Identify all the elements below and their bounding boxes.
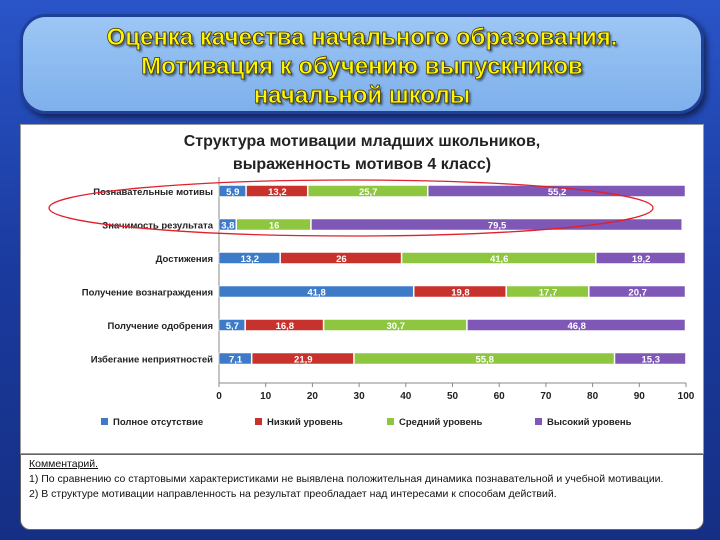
bar-segment bbox=[354, 352, 615, 365]
slide-title-box: Оценка качества начального образования. … bbox=[20, 14, 704, 114]
x-tick-label: 10 bbox=[260, 391, 272, 402]
legend-label: Высокий уровень bbox=[547, 417, 632, 428]
category-label: Достижения bbox=[156, 254, 213, 265]
bar-segment bbox=[413, 285, 506, 298]
comment-item-1: 1) По сравнению со стартовыми характерис… bbox=[29, 473, 664, 485]
data-label: 26 bbox=[336, 254, 347, 265]
data-label: 15,3 bbox=[641, 355, 660, 366]
data-label: 41,6 bbox=[490, 254, 509, 265]
bar-segment bbox=[589, 285, 686, 298]
data-label: 19,2 bbox=[632, 254, 651, 265]
x-tick-label: 70 bbox=[540, 391, 552, 402]
bar-segment bbox=[401, 252, 596, 264]
data-label: 20,7 bbox=[628, 288, 647, 299]
data-label: 55,8 bbox=[475, 355, 494, 366]
slide-title-line-1: Оценка качества начального образования. bbox=[106, 24, 618, 52]
data-label: 41,8 bbox=[307, 288, 326, 299]
data-label: 55,2 bbox=[548, 187, 567, 198]
legend-swatch bbox=[535, 418, 542, 425]
bar-segment bbox=[251, 352, 354, 365]
chart-panel: Структура мотивации младших школьников, в… bbox=[20, 124, 704, 454]
x-tick-label: 80 bbox=[587, 391, 599, 402]
comment-box: Комментарий. 1) По сравнению со стартовы… bbox=[20, 454, 704, 530]
x-tick-label: 0 bbox=[216, 391, 222, 402]
data-label: 25,7 bbox=[359, 187, 378, 198]
bar-segment bbox=[246, 185, 308, 197]
bar-segment bbox=[596, 252, 686, 264]
data-label: 5,7 bbox=[226, 321, 239, 332]
data-label: 17,7 bbox=[539, 288, 558, 299]
x-tick-label: 100 bbox=[678, 391, 695, 402]
bar-segment bbox=[307, 185, 428, 197]
bar-segment bbox=[218, 352, 252, 365]
data-label: 46,8 bbox=[567, 321, 586, 332]
data-label: 5,9 bbox=[226, 187, 239, 198]
highlight-ellipse bbox=[48, 179, 654, 237]
chart-title-line-2: выраженность мотивов 4 класс) bbox=[233, 156, 491, 173]
legend-swatch bbox=[255, 418, 262, 425]
legend-label: Низкий уровень bbox=[267, 417, 343, 428]
bar-segment bbox=[218, 218, 236, 231]
bar-segment bbox=[614, 352, 686, 365]
data-label: 13,2 bbox=[268, 187, 287, 198]
category-label: Избегание неприятностей bbox=[91, 355, 213, 366]
legend-label: Полное отсутствие bbox=[113, 417, 203, 428]
data-label: 79,5 bbox=[488, 221, 507, 232]
data-label: 16,8 bbox=[276, 321, 295, 332]
bar-segment bbox=[218, 185, 246, 197]
x-tick-label: 60 bbox=[494, 391, 506, 402]
x-tick-label: 90 bbox=[634, 391, 646, 402]
data-label: 30,7 bbox=[387, 321, 406, 332]
legend-swatch bbox=[387, 418, 394, 425]
data-label: 13,2 bbox=[241, 254, 260, 265]
bar-segment bbox=[218, 252, 280, 264]
data-label: 19,8 bbox=[451, 288, 470, 299]
category-label: Получение одобрения bbox=[108, 321, 213, 332]
slide-title-line-3: начальной школы bbox=[253, 82, 471, 110]
bar-segment bbox=[280, 252, 402, 264]
category-label: Значимость результата bbox=[102, 221, 213, 232]
comment-item-2: 2) В структуре мотивации направленность … bbox=[29, 488, 557, 500]
bar-segment bbox=[506, 285, 589, 298]
chart-title-line-1: Структура мотивации младших школьников, bbox=[184, 133, 540, 150]
motivation-bar-chart: Структура мотивации младших школьников, в… bbox=[48, 133, 695, 428]
x-tick-label: 40 bbox=[400, 391, 412, 402]
bar-segment bbox=[218, 285, 414, 298]
data-label: 16 bbox=[269, 221, 280, 232]
bar-segment bbox=[323, 319, 467, 331]
category-label: Познавательные мотивы bbox=[93, 187, 213, 198]
bar-segment bbox=[311, 218, 682, 231]
data-label: 3,8 bbox=[221, 221, 234, 232]
bar-segment bbox=[427, 185, 686, 197]
x-tick-label: 50 bbox=[447, 391, 459, 402]
slide-title-line-2: Мотивация к обучению выпускников bbox=[141, 53, 583, 81]
data-label: 7,1 bbox=[229, 355, 243, 366]
x-tick-label: 30 bbox=[354, 391, 366, 402]
data-label: 21,9 bbox=[294, 355, 313, 366]
bar-segment bbox=[236, 218, 311, 231]
category-label: Получение вознаграждения bbox=[82, 288, 213, 299]
x-tick-label: 20 bbox=[307, 391, 319, 402]
bar-segment bbox=[245, 319, 324, 331]
comment-heading: Комментарий. bbox=[29, 458, 99, 470]
bar-segment bbox=[218, 319, 245, 331]
legend-label: Средний уровень bbox=[399, 417, 483, 428]
bar-segment bbox=[467, 319, 686, 331]
legend-swatch bbox=[101, 418, 108, 425]
